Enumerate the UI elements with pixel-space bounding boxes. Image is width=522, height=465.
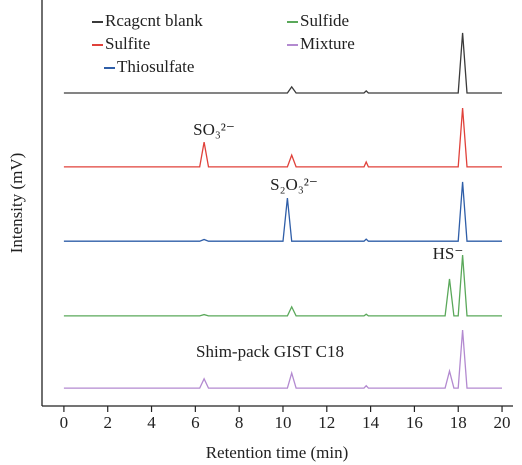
trace xyxy=(63,254,502,317)
legend-label: Thiosulfate xyxy=(117,57,194,76)
legend-label: Sulfide xyxy=(300,11,349,30)
annotation: Shim-pack GIST C18 xyxy=(196,342,344,361)
legend-label: Sulfite xyxy=(105,34,150,53)
x-tick-label: 6 xyxy=(191,413,200,432)
trace xyxy=(63,181,502,242)
annotation: S₂O₃²⁻ xyxy=(270,175,318,194)
trace xyxy=(63,107,502,168)
annotation: HS⁻ xyxy=(433,244,464,263)
x-tick-label: 12 xyxy=(318,413,335,432)
trace xyxy=(63,32,502,94)
trace xyxy=(63,330,502,389)
legend-label: Mixture xyxy=(300,34,355,53)
x-tick-label: 4 xyxy=(147,413,156,432)
y-axis-label: Intensity (mV) xyxy=(7,153,26,254)
x-tick-label: 2 xyxy=(103,413,112,432)
x-tick-label: 18 xyxy=(450,413,467,432)
x-tick-label: 16 xyxy=(406,413,423,432)
x-axis-label: Retention time (min) xyxy=(206,443,349,462)
legend-label: Rcagcnt blank xyxy=(105,11,203,30)
x-tick-label: 20 xyxy=(494,413,511,432)
annotation: SO₃²⁻ xyxy=(193,120,235,139)
x-tick-label: 10 xyxy=(274,413,291,432)
x-tick-label: 8 xyxy=(235,413,244,432)
x-tick-label: 14 xyxy=(362,413,380,432)
x-tick-label: 0 xyxy=(60,413,69,432)
